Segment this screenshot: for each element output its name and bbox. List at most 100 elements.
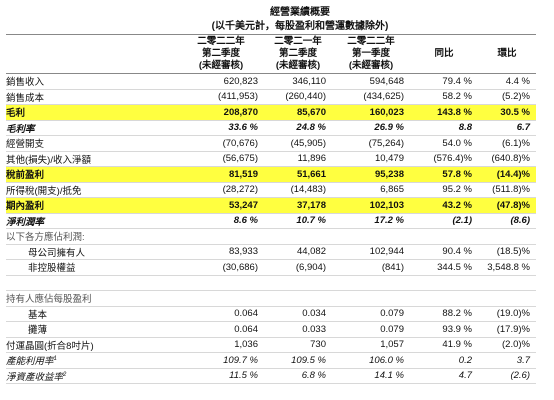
footnote-mark: 2: [63, 371, 67, 378]
row-label: 其他(損失)/收入淨額: [6, 151, 178, 167]
value-cell: (28,272): [178, 182, 264, 198]
row-label: 以下各方應佔利潤:: [6, 228, 536, 245]
value-cell: 6,865: [332, 182, 410, 198]
value-cell: (56,675): [178, 151, 264, 167]
label-text: 產能利用率: [6, 356, 54, 368]
label-text: 期內盈利: [6, 201, 45, 213]
value-cell: 14.1 %: [332, 368, 410, 384]
label-text: 付運晶圓(折合8吋片): [6, 340, 94, 352]
value-cell: (640.8)%: [478, 151, 536, 167]
row-label: 稅前盈利: [6, 166, 178, 183]
value-cell: 106.0 %: [332, 352, 410, 369]
value-cell: 90.4 %: [410, 244, 478, 260]
row-label: 母公司擁有人: [6, 244, 178, 260]
header-line: 環比: [497, 48, 517, 59]
header-line: 第二季度: [278, 48, 317, 59]
header-line: 二零二二年: [347, 36, 395, 47]
value-cell: (576.4)%: [410, 151, 478, 167]
value-cell: 17.2 %: [332, 213, 410, 229]
column-header: 同比: [410, 35, 478, 74]
value-cell: 4.4 %: [478, 73, 536, 90]
title: 經營業績概要: [270, 7, 330, 18]
label-text: 銷售成本: [6, 92, 45, 104]
value-cell: (70,676): [178, 135, 264, 152]
row-label: 銷售收入: [6, 73, 178, 90]
row-label: 非控股權益: [6, 259, 178, 276]
value-cell: 24.8 %: [264, 120, 332, 136]
value-cell: 51,661: [264, 166, 332, 183]
column-header: 二零二二年 第一季度 (未經審核): [332, 35, 410, 74]
value-cell: 44,082: [264, 244, 332, 260]
value-cell: 143.8 %: [410, 104, 478, 121]
column-header: 二零二一年 第二季度 (未經審核): [264, 35, 332, 74]
value-cell: 4.7: [410, 368, 478, 384]
value-cell: (47.8)%: [478, 197, 536, 214]
value-cell: 81,519: [178, 166, 264, 183]
value-cell: 0.079: [332, 321, 410, 338]
value-cell: 620,823: [178, 73, 264, 90]
value-cell: 208,870: [178, 104, 264, 121]
table-row: 稅前盈利 81,519 51,661 95,238 57.8 % (14.4)%: [6, 166, 536, 183]
row-label: 所得稅(開支)/抵免: [6, 182, 178, 198]
value-cell: (6.1)%: [478, 135, 536, 152]
header-line: 第二季度: [201, 48, 240, 59]
value-cell: (434,625): [332, 89, 410, 105]
value-cell: 109.7 %: [178, 352, 264, 369]
value-cell: (841): [332, 259, 410, 276]
table-row: 淨利潤率 8.6 % 10.7 % 17.2 % (2.1) (8.6): [6, 213, 536, 229]
table-row: 毛利 208,870 85,670 160,023 143.8 % 30.5 %: [6, 104, 536, 121]
value-cell: (260,440): [264, 89, 332, 105]
value-cell: (2.1): [410, 213, 478, 229]
value-cell: (30,686): [178, 259, 264, 276]
label-text: 淨利潤率: [6, 216, 45, 228]
value-cell: (45,905): [264, 135, 332, 152]
value-cell: 33.6 %: [178, 120, 264, 136]
label-text: 持有人應佔每股盈利: [6, 294, 92, 306]
table-row: 銷售成本 (411,953) (260,440) (434,625) 58.2 % (5.…: [6, 89, 536, 105]
value-cell: 6.7: [478, 120, 536, 136]
value-cell: (8.6): [478, 213, 536, 229]
table-row: 銷售收入 620,823 346,110 594,648 79.4 % 4.4 %: [6, 73, 536, 90]
value-cell: 43.2 %: [410, 197, 478, 214]
row-label: 期內盈利: [6, 197, 178, 214]
header-line: (未經審核): [275, 60, 321, 71]
row-label: 淨資產收益率2: [6, 368, 178, 384]
value-cell: 10.7 %: [264, 213, 332, 229]
value-cell: (75,264): [332, 135, 410, 152]
header-line: 二零二一年: [274, 36, 322, 47]
value-cell: 109.5 %: [264, 352, 332, 369]
column-header: 環比: [478, 35, 536, 74]
value-cell: 8.6 %: [178, 213, 264, 229]
table-row: 攤薄 0.064 0.033 0.079 93.9 % (17.9)%: [6, 321, 536, 338]
label-text: 攤薄: [28, 325, 48, 337]
value-cell: 0.079: [332, 306, 410, 322]
label-text: 所得稅(開支)/抵免: [6, 185, 82, 197]
value-cell: 346,110: [264, 73, 332, 90]
row-label: 付運晶圓(折合8吋片): [6, 337, 178, 353]
row-label: 經營開支: [6, 135, 178, 152]
header-line: 二零二二年: [197, 36, 245, 47]
value-cell: 0.2: [410, 352, 478, 369]
value-cell: (2.0)%: [478, 337, 536, 353]
label-text: 母公司擁有人: [28, 247, 86, 259]
label-text: 其他(損失)/收入淨額: [6, 154, 91, 166]
table-row: 母公司擁有人 83,933 44,082 102,944 90.4 % (18.5)%: [6, 244, 536, 260]
value-cell: 344.5 %: [410, 259, 478, 276]
value-cell: 95.2 %: [410, 182, 478, 198]
value-cell: (14.4)%: [478, 166, 536, 183]
table-row: 其他(損失)/收入淨額 (56,675) 11,896 10,479 (576.4)%(…: [6, 151, 536, 167]
table-row: 淨資產收益率2 11.5 % 6.8 % 14.1 % 4.7 (2.6): [6, 368, 536, 384]
value-cell: 37,178: [264, 197, 332, 214]
label-text: 稅前盈利: [6, 170, 45, 182]
value-cell: (411,953): [178, 89, 264, 105]
header-line: (未經審核): [348, 60, 394, 71]
results-table: 二零二二年 第二季度 (未經審核) 二零二一年 第二季度 (未經審核) 二零二二年 第一季度(…: [6, 34, 536, 384]
value-cell: 594,648: [332, 73, 410, 90]
value-cell: 102,944: [332, 244, 410, 260]
header-row: 二零二二年 第二季度 (未經審核) 二零二一年 第二季度 (未經審核) 二零二二年 第一季度(…: [6, 34, 536, 74]
row-label: 產能利用率1: [6, 352, 178, 369]
value-cell: 53,247: [178, 197, 264, 214]
header-line: 第一季度: [351, 48, 390, 59]
table-row: 所得稅(開支)/抵免 (28,272) (14,483) 6,865 95.2 % (51…: [6, 182, 536, 198]
